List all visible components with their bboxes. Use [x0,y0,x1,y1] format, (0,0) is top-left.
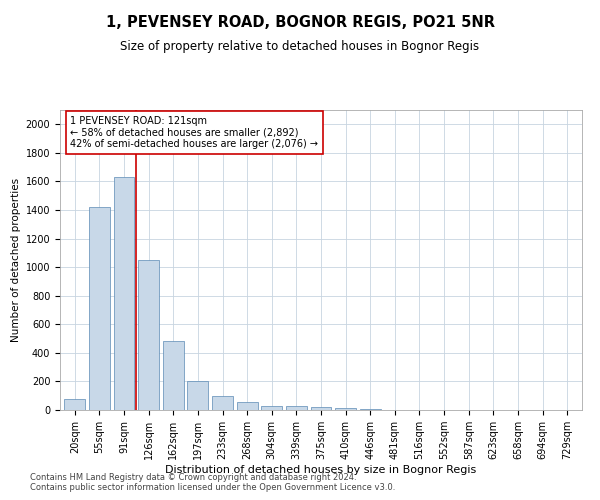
Text: Size of property relative to detached houses in Bognor Regis: Size of property relative to detached ho… [121,40,479,53]
Bar [236,402,257,410]
Text: 1, PEVENSEY ROAD, BOGNOR REGIS, PO21 5NR: 1, PEVENSEY ROAD, BOGNOR REGIS, PO21 5NR [106,15,494,30]
Bar [187,382,208,410]
Bar [335,408,356,410]
Y-axis label: Number of detached properties: Number of detached properties [11,178,22,342]
Bar [286,406,307,410]
Bar [212,396,233,410]
Bar [163,342,184,410]
Text: Contains HM Land Registry data © Crown copyright and database right 2024.: Contains HM Land Registry data © Crown c… [30,474,356,482]
Bar [64,400,85,410]
Bar [113,177,134,410]
Bar [311,407,331,410]
Text: Contains public sector information licensed under the Open Government Licence v3: Contains public sector information licen… [30,484,395,492]
Text: 1 PEVENSEY ROAD: 121sqm
← 58% of detached houses are smaller (2,892)
42% of semi: 1 PEVENSEY ROAD: 121sqm ← 58% of detache… [70,116,319,149]
X-axis label: Distribution of detached houses by size in Bognor Regis: Distribution of detached houses by size … [166,465,476,475]
Bar [261,406,282,410]
Bar [89,207,110,410]
Bar [138,260,159,410]
